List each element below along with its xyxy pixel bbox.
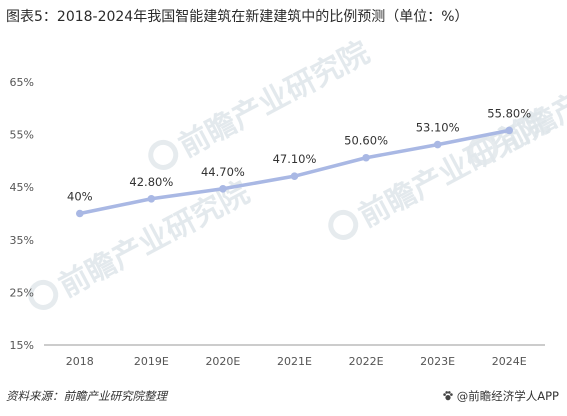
data-label: 50.60% [344, 134, 388, 148]
data-point [505, 126, 514, 135]
y-tick-label: 35% [10, 234, 34, 247]
data-label: 42.80% [129, 175, 173, 189]
y-tick-label: 15% [10, 339, 34, 352]
data-label: 47.10% [273, 152, 317, 166]
data-point [75, 209, 84, 218]
x-tick-label: 2018 [66, 355, 94, 368]
y-tick-label: 55% [10, 129, 34, 142]
x-tick-label: 2024E [492, 355, 527, 368]
data-point [147, 194, 156, 203]
data-point [290, 172, 299, 180]
credit-note: @前瞻经济学人APP [442, 388, 559, 404]
x-tick-label: 2023E [420, 355, 455, 368]
paw-icon [443, 391, 453, 401]
credit-text: @前瞻经济学人APP [456, 389, 559, 403]
data-label: 55.80% [487, 106, 531, 120]
data-point [433, 140, 442, 149]
x-tick-label: 2020E [205, 355, 240, 368]
x-tick-label: 2021E [277, 355, 312, 368]
x-tick-label: 2022E [349, 355, 384, 368]
y-tick-label: 45% [10, 181, 34, 194]
series-line [78, 128, 511, 216]
source-note: 资料来源：前瞻产业研究院整理 [6, 389, 167, 403]
x-tick-label: 2019E [134, 355, 169, 368]
data-point [362, 153, 370, 162]
data-label: 40% [67, 190, 93, 204]
data-label: 44.70% [201, 165, 245, 179]
y-tick-label: 65% [10, 76, 34, 89]
data-label: 53.10% [416, 121, 460, 135]
data-point [219, 184, 227, 193]
chart-title: 图表5：2018-2024年我国智能建筑在新建建筑中的比例预测（单位：%） [6, 9, 469, 25]
y-tick-label: 25% [10, 286, 34, 299]
